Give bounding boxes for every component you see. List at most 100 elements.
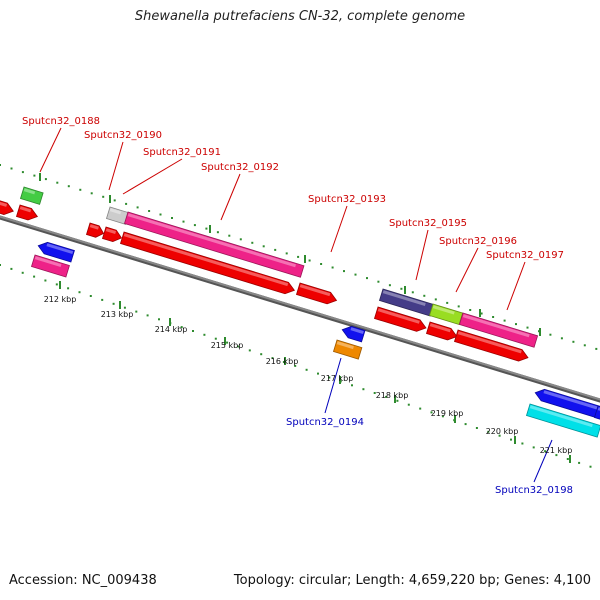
gene-red-11[interactable] [295, 282, 338, 306]
gene-red-10[interactable] [119, 231, 296, 296]
gene-magenta-16[interactable] [458, 312, 539, 348]
scale-label: 217 kbp [321, 374, 354, 383]
lower-scale-dot [135, 310, 138, 313]
lower-scale-dot [430, 411, 433, 414]
gene-leader-line [324, 357, 342, 414]
gene-leader-line [415, 229, 429, 281]
lower-scale-dot [10, 267, 13, 270]
upper-scale-dot [193, 224, 196, 227]
lower-scale-dot [487, 430, 490, 433]
lower-scale-dot [203, 333, 206, 336]
lower-scale-dot [237, 345, 240, 348]
scale-tick-layer [0, 164, 598, 468]
gene-label[interactable]: Sputcn32_0197 [486, 250, 564, 261]
upper-scale-dot [526, 326, 529, 329]
gene-label[interactable]: Sputcn32_0193 [308, 194, 386, 205]
upper-scale-dot [515, 323, 517, 326]
gene-highlight [462, 314, 530, 338]
gene-label[interactable]: Sputcn32_0190 [84, 130, 162, 141]
lower-scale-dot [78, 291, 81, 294]
gene-leader-line [39, 127, 62, 173]
gene-leader-line [330, 205, 348, 253]
gene-label[interactable]: Sputcn32_0195 [389, 218, 467, 229]
gene-red-2[interactable] [0, 198, 15, 217]
upper-scale-dot [136, 206, 139, 209]
lower-scale-dot [317, 372, 319, 375]
lower-scale-dot [55, 283, 58, 286]
gene-blue-12[interactable] [340, 324, 366, 343]
lower-scale-dot [192, 330, 194, 332]
upper-scale-dot [434, 298, 437, 301]
gene-label[interactable]: Sputcn32_0192 [201, 162, 279, 173]
upper-scale-dot [411, 291, 414, 294]
gene-lime-15[interactable] [428, 303, 464, 326]
upper-scale-dot [297, 255, 300, 258]
gene-highlight [127, 213, 297, 268]
upper-scale-dot [67, 185, 70, 188]
lower-scale-dot [362, 388, 365, 391]
lower-scale-dot [158, 318, 160, 321]
gene-leader-line [455, 247, 479, 293]
lower-scale-dot [521, 442, 524, 445]
gene-label[interactable]: Sputcn32_0194 [286, 417, 364, 428]
gene-highlight [89, 224, 99, 230]
gene-red-17[interactable] [373, 306, 427, 334]
lower-scale-dot [475, 427, 478, 429]
gene-highlight [109, 208, 122, 215]
gene-gray-6[interactable] [105, 206, 130, 225]
gene-highlight [23, 188, 36, 195]
accession-text: Accession: NC_009438 [9, 573, 157, 588]
gene-red-19[interactable] [453, 329, 529, 363]
upper-scale-dot [331, 266, 334, 269]
gene-magenta-5[interactable] [30, 254, 70, 278]
upper-scale-dot [125, 202, 128, 205]
lower-scale-dot [112, 302, 115, 305]
genome-summary-text: Topology: circular; Length: 4,659,220 bp… [233, 573, 591, 588]
lower-scale-dot [0, 264, 1, 266]
gene-orange-13[interactable] [332, 339, 363, 360]
gene-highlight [19, 206, 32, 213]
gene-red-8[interactable] [85, 222, 105, 239]
lower-scale-dot [248, 349, 251, 352]
gene-body [101, 226, 123, 243]
scale-label: 220 kbp [486, 427, 519, 436]
upper-scale-dot [228, 234, 231, 237]
gene-blue-22[interactable] [593, 405, 600, 420]
gene-body [19, 186, 44, 205]
gene-label[interactable]: Sputcn32_0191 [143, 147, 221, 158]
scale-label: 221 kbp [540, 446, 573, 455]
gene-leader-line [506, 261, 526, 311]
lower-scale-dot [498, 434, 501, 437]
gene-label[interactable]: Sputcn32_0196 [439, 236, 517, 247]
gene-red-18[interactable] [425, 321, 458, 342]
gene-body [593, 405, 600, 420]
gene-highlight [46, 243, 74, 255]
gene-highlight [105, 228, 117, 234]
gene-magenta-7[interactable] [123, 211, 305, 278]
lower-scale-dot [260, 353, 263, 356]
upper-scale-dot [457, 305, 460, 308]
gene-blue-4[interactable] [36, 240, 75, 263]
gene-red-9[interactable] [101, 226, 123, 244]
upper-scale-dot [56, 181, 59, 184]
upper-scale-dot [102, 195, 105, 198]
gene-red-3[interactable] [15, 204, 39, 222]
scale-label: 219 kbp [431, 409, 464, 418]
gene-body [85, 222, 105, 238]
lower-scale-dot [67, 287, 70, 290]
gene-body [15, 204, 39, 221]
gene-green-1[interactable] [19, 186, 44, 205]
gene-cyan-21[interactable] [525, 403, 600, 438]
upper-scale-dot [400, 287, 403, 290]
gene-blue-20[interactable] [533, 387, 600, 420]
upper-scale-dot [354, 273, 357, 276]
genome-backbone-highlight [0, 215, 600, 401]
gene-label[interactable]: Sputcn32_0188 [22, 116, 100, 127]
gene-label[interactable]: Sputcn32_0198 [495, 485, 573, 496]
upper-scale-dot [377, 280, 380, 283]
lower-scale-dot [33, 275, 36, 278]
lower-scale-dot [578, 461, 581, 464]
gene-highlight [429, 323, 451, 333]
lower-scale-dot [351, 384, 353, 387]
gene-highlight [336, 341, 354, 350]
